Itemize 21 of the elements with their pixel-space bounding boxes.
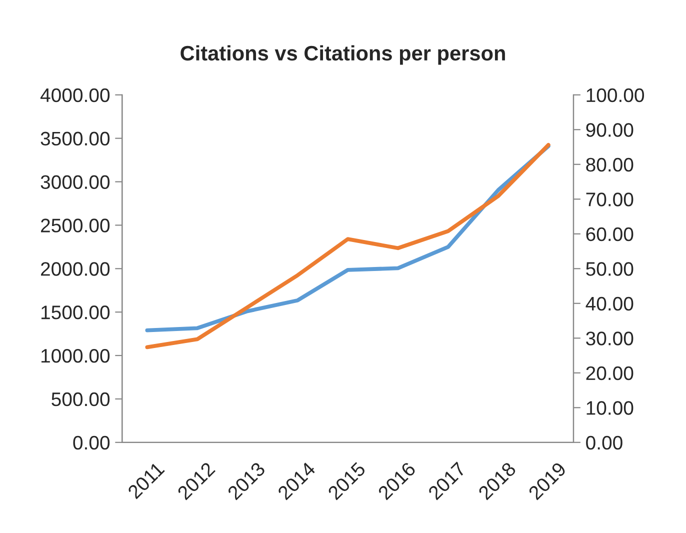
chart-title: Citations vs Citations per person: [180, 45, 505, 65]
y2-tick-label: 0.00: [586, 436, 622, 450]
y2-tick-label: 20.00: [586, 366, 634, 380]
y-tick-label: 2000.00: [41, 262, 110, 276]
y-tick-label: 3000.00: [40, 175, 110, 189]
y2-tick-label: 10.00: [586, 401, 634, 415]
y2-tick-label: 80.00: [586, 158, 634, 172]
y-tick-label: 0.00: [73, 436, 110, 450]
y2-tick-label: 60.00: [586, 227, 634, 242]
y2-tick-label: 100.00: [586, 88, 644, 102]
y-tick-label: 1500.00: [42, 306, 110, 320]
y2-tick-label: 50.00: [586, 262, 634, 276]
y-tick-label: 2500.00: [41, 218, 110, 232]
y2-tick-label: 70.00: [586, 192, 634, 206]
y-tick-label: 1000.00: [42, 348, 110, 363]
y2-tick-label: 30.00: [586, 332, 634, 346]
y2-tick-label: 90.00: [586, 123, 634, 137]
y2-tick-label: 40.00: [586, 296, 634, 311]
y-tick-label: 3500.00: [40, 132, 110, 146]
y-tick-label: 500.00: [52, 392, 110, 406]
y-tick-label: 4000.00: [40, 88, 110, 102]
